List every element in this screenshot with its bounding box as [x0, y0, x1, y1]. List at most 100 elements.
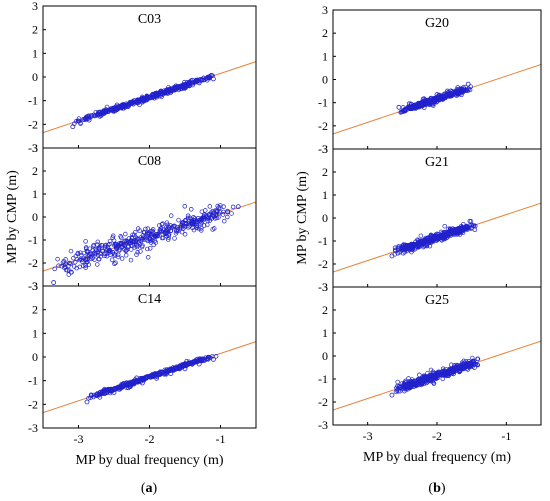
- scatter-point: [159, 92, 164, 97]
- data-point: [97, 394, 103, 400]
- scatter-point: [83, 245, 89, 250]
- scatter-point: [160, 221, 165, 226]
- scatter-point: [131, 232, 137, 238]
- scatter-point: [213, 212, 219, 217]
- scatter-point: [205, 357, 211, 362]
- scatter-point: [123, 253, 129, 258]
- scatter-point: [118, 235, 124, 240]
- scatter-point: [83, 239, 88, 244]
- data-point: [111, 390, 117, 395]
- scatter-point: [445, 230, 450, 235]
- y-tick-label: 1: [322, 188, 328, 202]
- scatter-point: [207, 204, 213, 209]
- scatter-point: [68, 261, 73, 266]
- x-axis-label: MP by dual frequency (m): [363, 450, 511, 465]
- y-tick-label: -2: [28, 397, 38, 411]
- scatter-point: [408, 246, 413, 251]
- scatter-points: [389, 218, 478, 259]
- scatter-point: [191, 218, 197, 223]
- scatter-point: [229, 211, 234, 216]
- scatter-point: [440, 376, 446, 382]
- data-point: [111, 108, 117, 114]
- y-tick-label: 3: [322, 3, 328, 17]
- data-point: [458, 366, 464, 372]
- scatter-point: [52, 266, 57, 272]
- subfigure-label-close: ): [153, 481, 158, 496]
- scatter-point: [199, 77, 205, 83]
- scatter-point: [126, 236, 132, 241]
- scatter-point: [144, 97, 150, 103]
- scatter-point: [186, 83, 192, 89]
- scatter-point: [141, 229, 147, 235]
- panel-title: C03: [138, 12, 161, 27]
- scatter-point: [172, 236, 177, 241]
- subfigure-label-b: (b): [428, 481, 445, 496]
- scatter-point: [86, 262, 91, 267]
- scatter-point: [222, 218, 227, 224]
- scatter-point: [428, 367, 434, 373]
- scatter-point: [119, 245, 124, 250]
- scatter-point: [395, 383, 400, 389]
- data-point: [455, 85, 461, 91]
- scatter-point: [91, 242, 97, 248]
- scatter-point: [179, 225, 184, 230]
- data-point: [417, 242, 423, 247]
- scatter-point: [183, 221, 189, 226]
- panel-g20: -3 -2 -1 0 1 2 3 G20: [318, 3, 542, 156]
- y-tick-label: 2: [32, 303, 38, 317]
- scatter-points: [389, 355, 481, 398]
- scatter-point: [216, 205, 222, 210]
- scatter-point: [442, 223, 447, 229]
- scatter-point: [103, 108, 109, 113]
- scatter-point: [108, 249, 113, 255]
- scatter-point: [420, 100, 426, 105]
- scatter-point: [137, 377, 143, 383]
- subfigure-label-letter: a: [146, 481, 153, 496]
- scatter-point: [165, 237, 171, 242]
- scatter-point: [114, 385, 120, 390]
- scatter-point: [85, 249, 91, 254]
- data-point: [154, 94, 160, 100]
- y-tick-label: -1: [28, 94, 38, 108]
- scatter-point: [100, 390, 106, 396]
- scatter-points: [51, 203, 241, 285]
- scatter-point: [399, 386, 404, 391]
- scatter-point: [61, 262, 67, 268]
- panel-title: G20: [425, 16, 449, 31]
- data-point: [125, 104, 131, 109]
- scatter-point: [146, 230, 152, 236]
- scatter-point: [414, 380, 419, 385]
- data-point: [406, 101, 412, 107]
- scatter-point: [164, 220, 170, 225]
- scatter-point: [428, 95, 433, 101]
- scatter-point: [90, 243, 96, 249]
- scatter-point: [427, 243, 433, 249]
- scatter-point: [431, 380, 436, 385]
- data-point: [431, 237, 436, 243]
- data-point: [147, 236, 152, 242]
- scatter-point: [91, 394, 96, 400]
- scatter-point: [402, 108, 408, 113]
- scatter-point: [395, 244, 401, 250]
- panel-c08: -3 -2 -1 0 1 2 3 C08 MP by CMP (m): [5, 141, 257, 293]
- panel-g21: -3 -2 -1 0 1 2 3 G21 MP by CMP (m): [295, 142, 542, 294]
- scatter-point: [98, 251, 103, 257]
- scatter-point: [135, 99, 140, 105]
- scatter-point: [438, 372, 444, 378]
- scatter-point: [466, 225, 472, 231]
- scatter-point: [466, 364, 471, 369]
- scatter-point: [153, 240, 158, 245]
- scatter-point: [416, 242, 422, 248]
- scatter-point: [140, 377, 146, 382]
- y-tick-label: -3: [318, 280, 328, 294]
- scatter-point: [153, 234, 159, 239]
- scatter-point: [429, 375, 434, 381]
- scatter-point: [190, 360, 195, 366]
- scatter-point: [95, 112, 100, 118]
- scatter-point: [145, 226, 151, 231]
- y-tick-label: 1: [32, 326, 38, 340]
- data-point: [472, 223, 478, 229]
- y-tick-label: 0: [322, 73, 328, 87]
- y-tick-label: 0: [322, 211, 328, 225]
